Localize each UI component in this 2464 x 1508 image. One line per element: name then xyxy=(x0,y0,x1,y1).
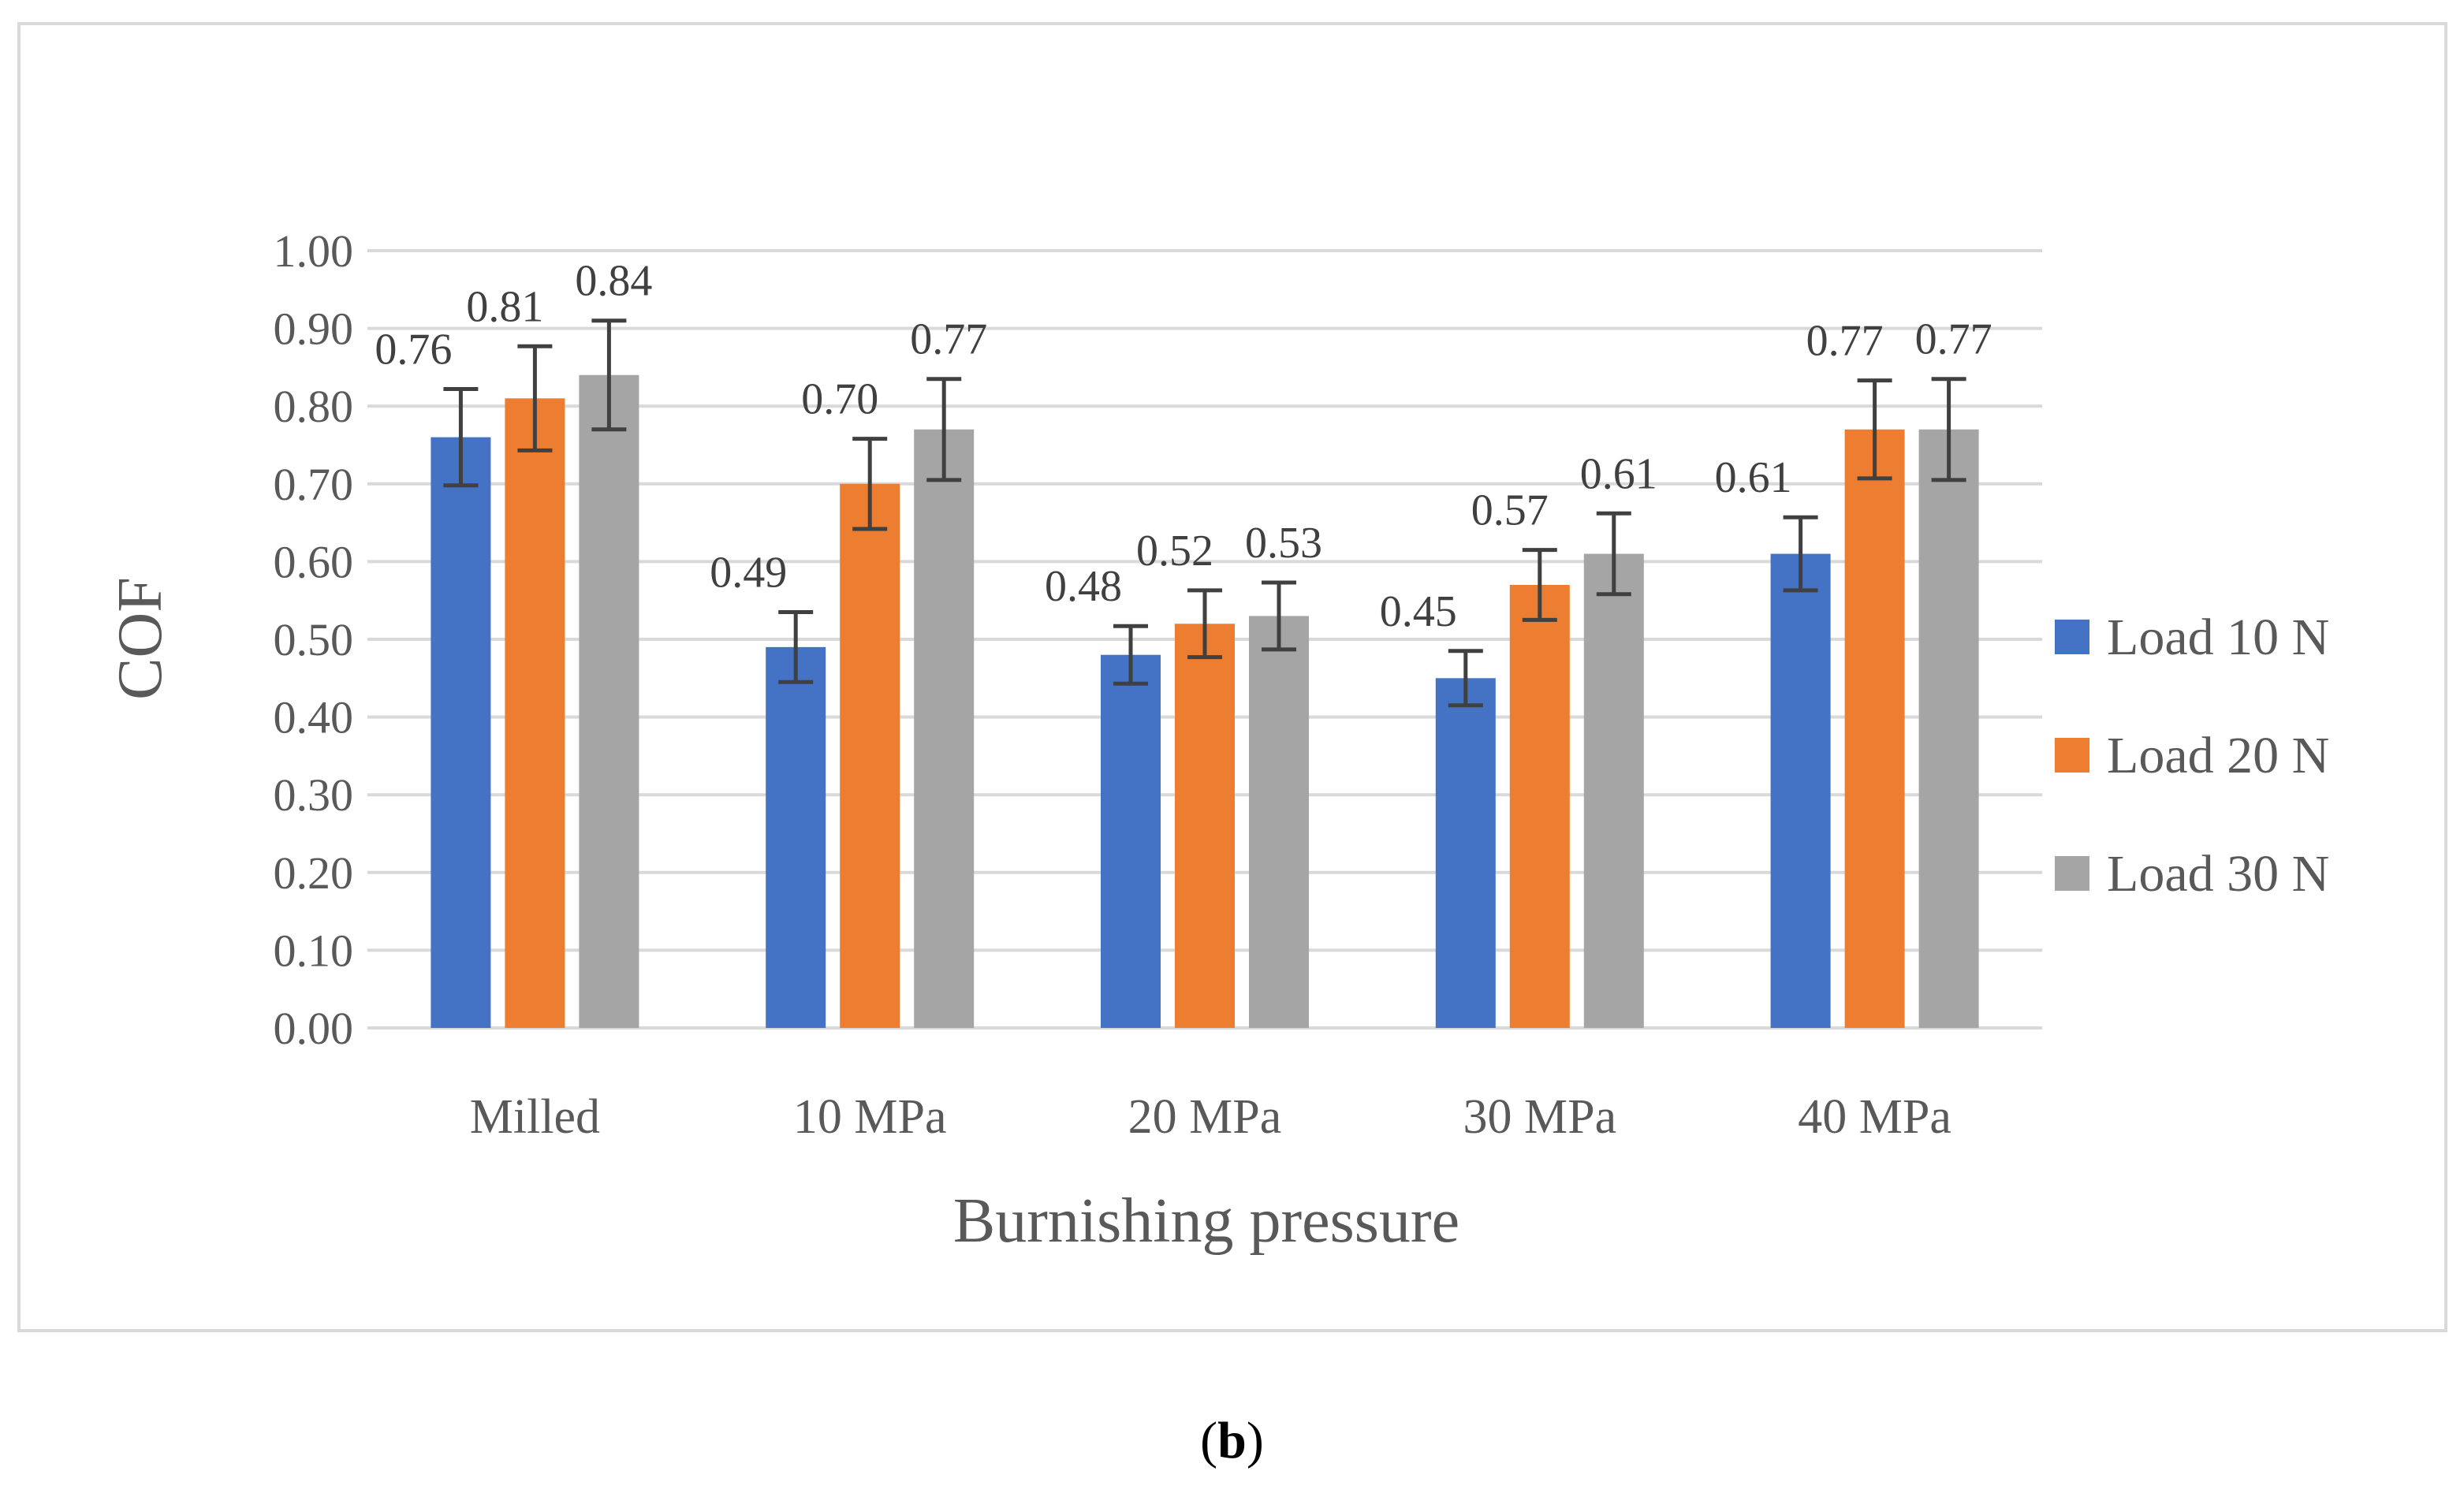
y-axis-title: COF xyxy=(106,577,175,700)
data-label: 0.77 xyxy=(1806,317,1884,366)
error-bar xyxy=(1522,548,1557,622)
data-label: 0.45 xyxy=(1380,587,1457,636)
data-label: 0.57 xyxy=(1471,486,1549,535)
data-labels: 0.76 0.81 0.84 0.49 0.70 0.77 0.48 0.52 0.53 0.45… xyxy=(375,257,1992,636)
bar-load-10-n-40-mpa xyxy=(1770,553,1831,1028)
bars xyxy=(431,374,1979,1029)
y-tick-label: 0.80 xyxy=(274,381,354,432)
error-bar xyxy=(1187,588,1222,660)
y-tick-label: 0.60 xyxy=(274,536,354,587)
y-tick-label: 0.50 xyxy=(274,614,354,665)
caption-letter: b xyxy=(1217,1412,1247,1469)
data-label: 0.53 xyxy=(1245,519,1322,568)
bar-load-30-n-40-mpa xyxy=(1918,429,1979,1028)
legend-item: Load 20 N xyxy=(2055,727,2329,784)
legend-label: Load 20 N xyxy=(2107,727,2329,784)
error-bar xyxy=(1596,511,1631,597)
data-label: 0.52 xyxy=(1136,527,1213,575)
y-tick-labels: 0.00 0.10 0.20 0.30 0.40 0.50 0.60 0.70 0.80 0.90… xyxy=(274,225,354,1054)
bar-load-20-n-40-mpa xyxy=(1844,429,1905,1028)
error-bars xyxy=(443,318,1966,708)
x-tick-label: 20 MPa xyxy=(1128,1090,1282,1144)
y-tick-label: 0.40 xyxy=(274,692,354,743)
data-label: 0.81 xyxy=(466,282,543,331)
legend-swatch xyxy=(2055,856,2089,891)
error-bar xyxy=(926,377,962,482)
error-bar xyxy=(778,609,814,684)
y-tick-label: 1.00 xyxy=(274,225,354,277)
error-bar xyxy=(443,387,479,488)
x-tick-label: 40 MPa xyxy=(1798,1090,1951,1144)
error-bar xyxy=(1113,624,1148,686)
y-tick-label: 0.10 xyxy=(274,925,354,976)
caption-open-paren: ( xyxy=(1200,1412,1218,1469)
data-label: 0.84 xyxy=(575,257,652,306)
caption-close-paren: ) xyxy=(1246,1412,1264,1469)
data-label: 0.77 xyxy=(910,315,987,364)
data-label: 0.48 xyxy=(1045,562,1122,611)
x-axis-title: Burnishing pressure xyxy=(953,1186,1459,1256)
bar-load-10-n-milled xyxy=(431,437,491,1028)
x-tick-label: 30 MPa xyxy=(1463,1090,1616,1144)
figure-caption: (b) xyxy=(0,1411,2464,1471)
error-bar xyxy=(1448,649,1483,708)
bar-load-10-n-10-mpa xyxy=(766,646,826,1028)
legend-label: Load 10 N xyxy=(2107,609,2329,666)
legend-label: Load 30 N xyxy=(2107,845,2329,903)
gridlines xyxy=(367,249,2042,1030)
data-label: 0.76 xyxy=(375,326,452,374)
bar-load-10-n-20-mpa xyxy=(1101,654,1161,1028)
bar-load-30-n-30-mpa xyxy=(1583,553,1644,1028)
data-label: 0.49 xyxy=(710,548,787,597)
error-bar xyxy=(1783,515,1818,593)
error-bar xyxy=(517,344,553,452)
bar-load-30-n-10-mpa xyxy=(914,429,975,1028)
bar-load-20-n-20-mpa xyxy=(1175,624,1235,1028)
error-bar xyxy=(1857,378,1892,481)
legend-item: Load 30 N xyxy=(2055,845,2329,903)
legend-swatch xyxy=(2055,620,2089,654)
x-tick-label: 10 MPa xyxy=(793,1090,947,1144)
x-tick-label: Milled xyxy=(470,1090,600,1144)
data-label: 0.61 xyxy=(1715,453,1792,502)
data-label: 0.77 xyxy=(1915,315,1992,364)
bar-load-20-n-milled xyxy=(505,398,565,1029)
bar-load-10-n-30-mpa xyxy=(1435,678,1496,1028)
bar-load-30-n-20-mpa xyxy=(1249,616,1309,1028)
data-label: 0.70 xyxy=(801,375,878,424)
bar-load-20-n-10-mpa xyxy=(840,483,900,1028)
legend: Load 10 N Load 20 N Load 30 N xyxy=(2055,609,2329,903)
bar-load-20-n-30-mpa xyxy=(1509,584,1570,1028)
x-tick-labels: Milled 10 MPa 20 MPa 30 MPa 40 MPa xyxy=(470,1090,1951,1144)
error-bar xyxy=(852,437,888,531)
y-tick-label: 0.30 xyxy=(274,769,354,821)
legend-swatch xyxy=(2055,738,2089,773)
data-label: 0.61 xyxy=(1580,449,1657,498)
y-tick-label: 0.20 xyxy=(274,847,354,899)
y-tick-label: 0.90 xyxy=(274,303,354,355)
y-tick-label: 0.00 xyxy=(274,1003,354,1054)
bar-load-30-n-milled xyxy=(579,374,639,1028)
error-bar xyxy=(591,318,627,432)
legend-item: Load 10 N xyxy=(2055,609,2329,666)
error-bar xyxy=(1262,580,1296,652)
y-tick-label: 0.70 xyxy=(274,459,354,510)
error-bar xyxy=(1931,377,1966,482)
